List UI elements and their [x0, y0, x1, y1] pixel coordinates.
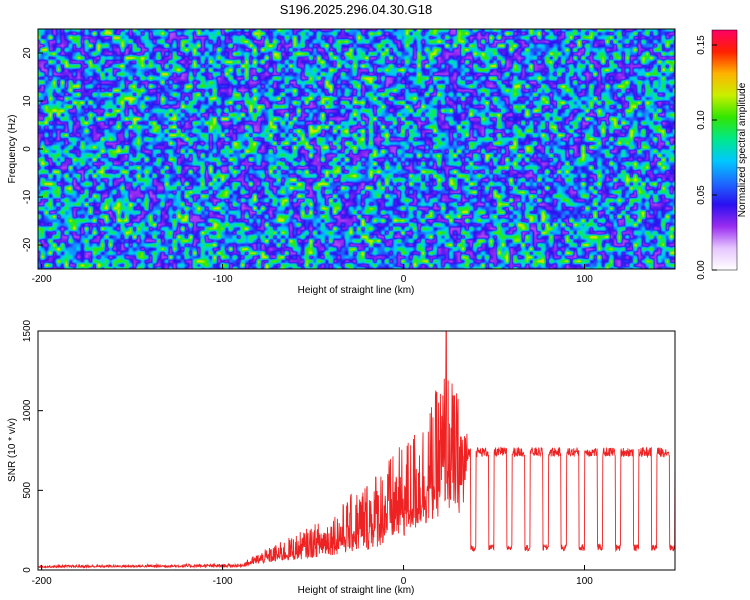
- heatmap-y-tick-label: -10: [22, 189, 33, 204]
- heatmap-y-tick-label: 10: [22, 95, 33, 107]
- colorbar-label: Normalized spectral amplitude: [737, 82, 748, 217]
- snr-y-tick-label: 0: [22, 567, 33, 573]
- snr-x-ticks: -200 -100 0 100: [32, 565, 593, 587]
- colorbar-tick-label: 0.05: [696, 185, 707, 205]
- heatmap-x-ticks: -200 -100 0 100: [32, 264, 593, 285]
- snr-x-tick-label: -200: [32, 576, 52, 587]
- heatmap-y-ticks: -20 -10 0 10 20: [22, 47, 43, 252]
- snr-x-tick-label: 0: [401, 576, 407, 587]
- colorbar-tick-label: 0.10: [696, 110, 707, 130]
- snr-y-tick-label: 1500: [22, 319, 33, 342]
- snr-y-tick-label: 1000: [22, 399, 33, 422]
- heatmap-y-tick-label: 20: [22, 47, 33, 59]
- snr-y-ticks: 0 500 1000 1500: [22, 319, 43, 573]
- snr-y-axis-label: SNR (10 * v/v): [7, 418, 18, 482]
- colorbar-ramp: [711, 29, 738, 271]
- heatmap-y-axis-label: Frequency (Hz): [7, 115, 18, 184]
- snr-x-axis-label: Height of straight line (km): [298, 585, 415, 596]
- snr-series-line: [38, 331, 675, 570]
- colorbar-tick-label: 0.15: [696, 35, 707, 55]
- heatmap-x-tick-label: 0: [401, 274, 407, 285]
- chart-title: S196.2025.296.04.30.G18: [280, 2, 433, 17]
- heatmap-y-tick-label: 0: [22, 146, 33, 152]
- heatmap-field: [38, 29, 675, 269]
- heatmap-y-tick-label: -20: [22, 237, 33, 252]
- heatmap-x-tick-label: 100: [576, 274, 593, 285]
- snr-frame: [37, 330, 676, 571]
- heatmap-x-tick-label: -100: [213, 274, 233, 285]
- snr-x-tick-label: 100: [576, 576, 593, 587]
- colorbar-tick-label: 0.00: [696, 260, 707, 280]
- snr-y-tick-label: 500: [22, 482, 33, 499]
- heatmap-x-axis-label: Height of straight line (km): [298, 285, 415, 296]
- snr-x-tick-label: -100: [213, 576, 233, 587]
- colorbar: 0.00 0.05 0.10 0.15 Normalized spectral amp…: [696, 29, 748, 280]
- heatmap-x-tick-label: -200: [32, 274, 52, 285]
- colorbar-ticks: 0.00 0.05 0.10 0.15: [696, 35, 717, 280]
- snr-panel: -200 -100 0 100 0 500 1000 1500 Height of stra…: [7, 319, 676, 596]
